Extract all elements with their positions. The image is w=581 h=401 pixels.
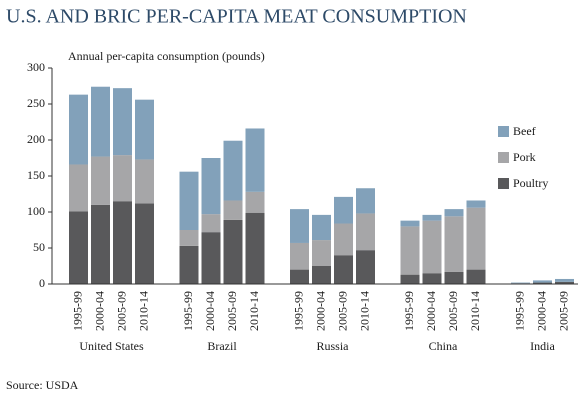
x-tick-label: 2000-04 (534, 291, 548, 331)
bar-segment (290, 242, 309, 270)
bar-segment (69, 94, 88, 165)
y-tick-label: 0 (39, 276, 45, 290)
y-axis-label: Annual per-capita consumption (pounds) (68, 49, 265, 63)
bar-segment (334, 196, 353, 224)
legend-swatch (498, 152, 509, 163)
x-tick-label: 2000-04 (203, 291, 217, 331)
x-tick-label: 2010-14 (468, 291, 482, 331)
y-tick-label: 250 (27, 96, 45, 110)
group-label: India (530, 339, 555, 353)
legend-swatch (498, 178, 509, 189)
source: Source: USDA (6, 378, 79, 392)
y-tick-label: 100 (27, 204, 45, 218)
bar-segment (223, 140, 243, 201)
bar-segment (356, 250, 375, 284)
x-tick-label: 2005-09 (225, 291, 239, 331)
group-label: China (429, 339, 458, 353)
bar-segment (201, 158, 221, 215)
bar-segment (135, 99, 154, 160)
x-tick-label: 1995-99 (512, 291, 526, 331)
bar-segment (179, 171, 199, 230)
legend-swatch (498, 126, 509, 137)
x-tick-label: 1995-99 (402, 291, 416, 331)
y-tick-label: 300 (27, 60, 45, 74)
bar-segment (555, 281, 574, 284)
bar-segment (422, 273, 442, 284)
legend-label: Beef (513, 124, 536, 138)
chart-title: U.S. AND BRIC PER-CAPITA MEAT CONSUMPTIO… (6, 6, 467, 28)
bar-segment (444, 209, 464, 217)
bar-segment (69, 211, 88, 284)
bar-segment (466, 207, 486, 270)
bar-segment (400, 220, 420, 227)
bar-segment (422, 220, 442, 274)
bar-segment (511, 282, 530, 284)
group-label: United States (79, 339, 144, 353)
y-tick-label: 150 (27, 168, 45, 182)
y-tick-label: 50 (33, 240, 45, 254)
bar-segment (312, 214, 331, 241)
bar-segment (533, 282, 552, 284)
legend-label: Pork (513, 150, 536, 164)
x-tick-label: 2000-04 (424, 291, 438, 331)
bar-segment (555, 278, 574, 282)
bar-segment (69, 164, 88, 212)
bar-segment (466, 269, 486, 284)
bar-segment (179, 245, 199, 284)
bar-segment (334, 223, 353, 256)
bar-segment (422, 214, 442, 221)
x-tick-label: 1995-99 (291, 291, 305, 331)
bar-segment (312, 266, 331, 284)
bar-segment (91, 86, 110, 157)
bar-segment (356, 188, 375, 214)
bar-segment (223, 200, 243, 220)
bar-segment (444, 216, 464, 272)
bar-segment (201, 214, 221, 233)
bar-segment (135, 159, 154, 204)
bar-segment (356, 213, 375, 251)
bar-segment (245, 212, 265, 284)
bar-segment (245, 128, 265, 192)
bar-segment (290, 209, 309, 243)
x-tick-label: 2010-14 (136, 291, 150, 331)
x-tick-label: 1995-99 (181, 291, 195, 331)
x-tick-label: 1995-99 (70, 291, 84, 331)
legend-label: Poultry (513, 176, 548, 190)
bar-segment (91, 204, 110, 284)
bar-segment (223, 219, 243, 284)
x-tick-label: 2005-09 (556, 291, 570, 331)
group-label: Brazil (207, 339, 237, 353)
x-tick-label: 2000-04 (313, 291, 327, 331)
bar-segment (290, 269, 309, 284)
bar-segment (400, 274, 420, 284)
bar-segment (533, 280, 552, 283)
x-tick-label: 2005-09 (335, 291, 349, 331)
x-tick-label: 2010-14 (357, 291, 371, 331)
group-label: Russia (316, 339, 349, 353)
bar-segment (113, 155, 132, 202)
bar-segment (312, 240, 331, 266)
bar-segment (334, 255, 353, 284)
bar-segment (400, 226, 420, 275)
bar-segment (113, 201, 132, 284)
bar-segment (91, 156, 110, 205)
y-tick-label: 200 (27, 132, 45, 146)
x-tick-label: 2010-14 (247, 291, 261, 331)
bar-segment (135, 203, 154, 284)
bar-segment (466, 200, 486, 208)
bar-segment (245, 191, 265, 213)
bar-segment (113, 88, 132, 156)
bar-segment (444, 271, 464, 284)
x-tick-label: 2005-09 (114, 291, 128, 331)
x-tick-label: 2000-04 (92, 291, 106, 331)
x-tick-label: 2005-09 (446, 291, 460, 331)
bar-segment (179, 230, 199, 246)
bar-segment (201, 232, 221, 284)
